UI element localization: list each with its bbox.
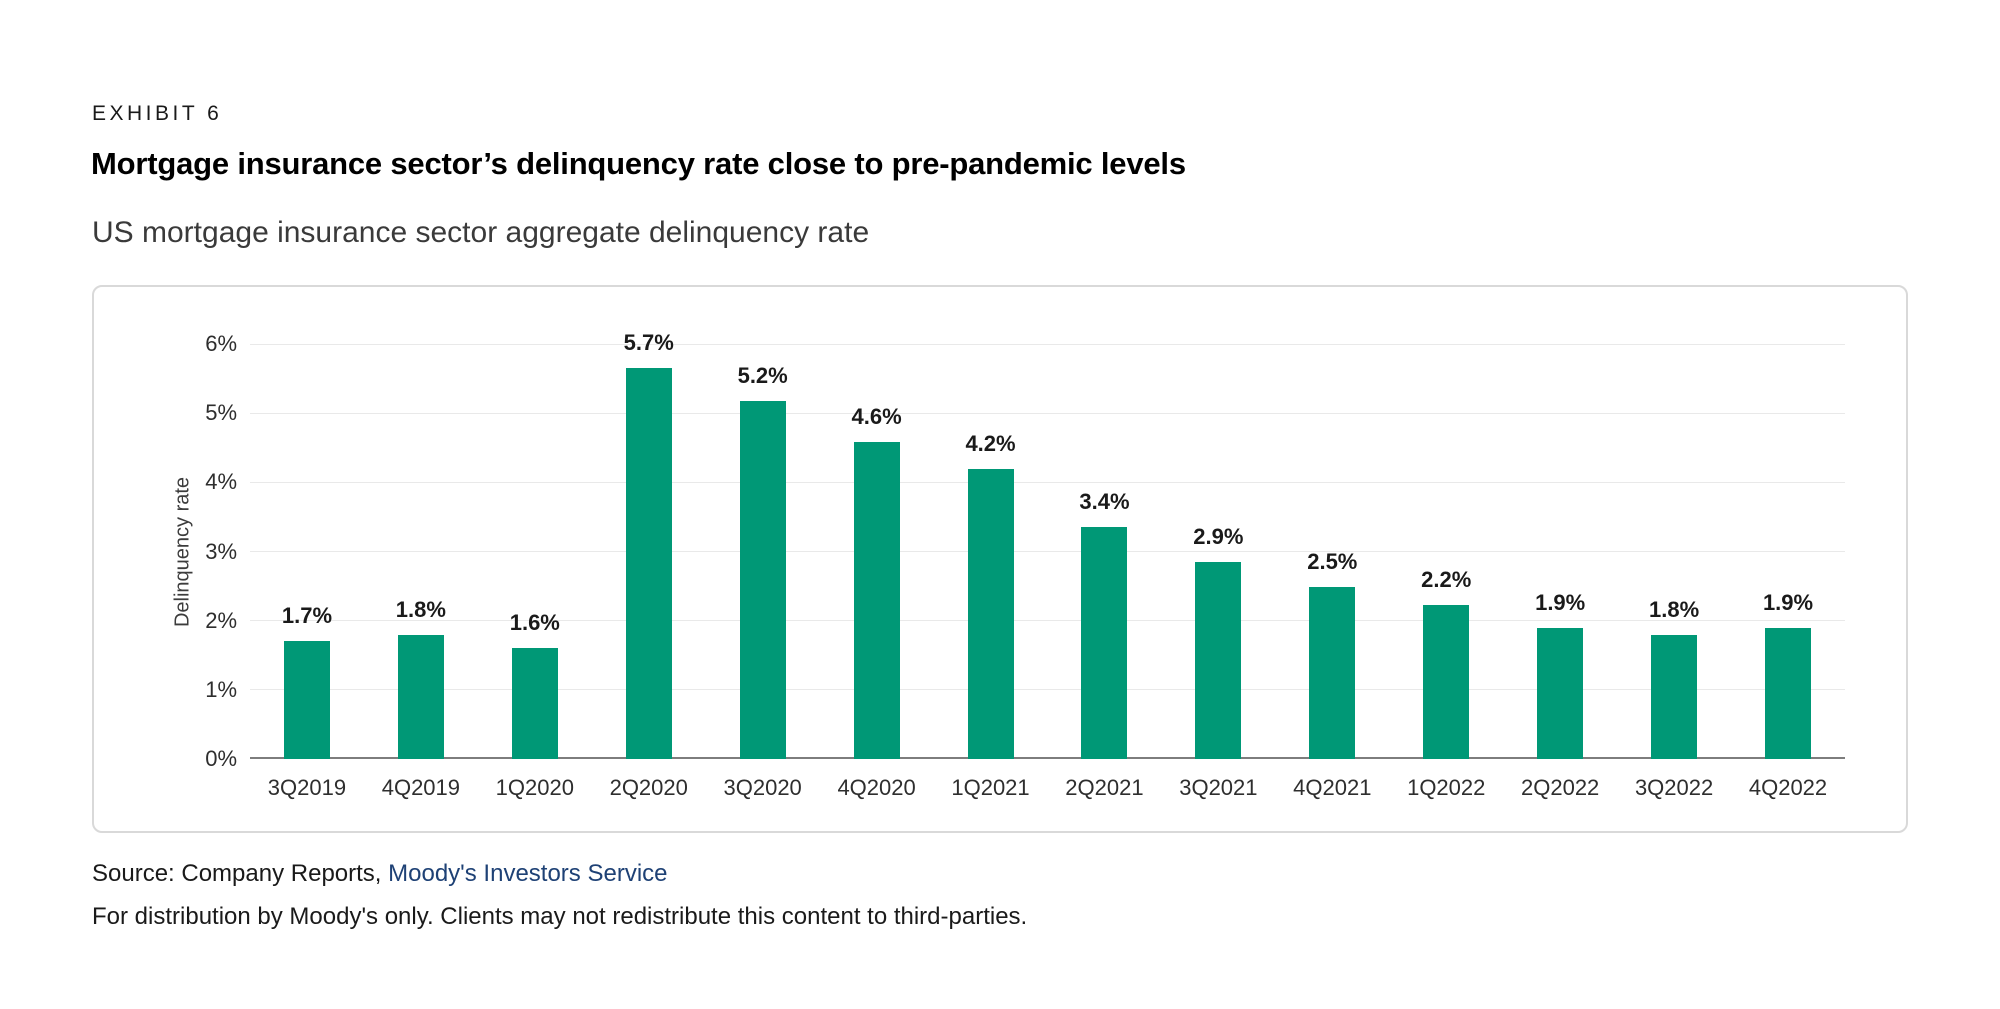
- x-tick-label: 3Q2022: [1634, 775, 1714, 800]
- bar-value-label: 4.2%: [965, 430, 1016, 456]
- bar-slot: 1.7% 3Q2019: [250, 344, 364, 800]
- bar-value-label: 1.6%: [509, 610, 560, 636]
- bar-4Q2021: [1309, 587, 1356, 759]
- bar-slot: 1.8% 3Q2022: [1617, 344, 1731, 801]
- x-tick-label: 1Q2021: [951, 775, 1030, 800]
- y-tick-label: 3%: [205, 538, 237, 564]
- bar-slot: 2.2% 1Q2022: [1389, 344, 1503, 800]
- y-axis-title: Delinquency rate: [171, 476, 194, 628]
- gridline: [250, 343, 1845, 345]
- y-tick-label: 1%: [205, 676, 237, 702]
- y-tick-label: 0%: [205, 746, 237, 771]
- chart-subtitle: US mortgage insurance sector aggregate d…: [92, 216, 870, 249]
- bar-value-label: 1.8%: [395, 596, 446, 622]
- bar-value-label: 2.2%: [1421, 567, 1472, 593]
- x-tick-label: 4Q2020: [837, 775, 916, 800]
- disclaimer-text: For distribution by Moody's only. Client…: [92, 903, 1028, 930]
- plot-area: 0% 1% 2% 3% 4% 5% 6% 1.7% 3Q2019 1.8% 4Q2019 1.6% 1Q…: [205, 330, 1845, 801]
- x-tick-label: 4Q2019: [381, 775, 461, 800]
- chart-panel: Delinquency rate 0% 1% 2% 3% 4% 5% 6% 1.7% 3Q201…: [92, 285, 1908, 833]
- gridline: [250, 551, 1845, 552]
- bar-2Q2021: [1081, 527, 1128, 759]
- x-tick-label: 4Q2022: [1748, 775, 1828, 800]
- source-text: Source: Company Reports,: [92, 860, 389, 887]
- bar-2Q2022: [1537, 627, 1584, 759]
- bar-value-label: 1.9%: [1762, 589, 1814, 615]
- gridline: [250, 620, 1845, 622]
- x-axis-line: [250, 757, 1845, 759]
- x-tick-label: 1Q2022: [1407, 775, 1486, 800]
- moodys-link[interactable]: Moody's Investors Service: [388, 860, 668, 887]
- bar-3Q2019: [283, 641, 330, 759]
- bar-slot: 5.7% 2Q2020: [592, 330, 706, 800]
- bar-value-label: 5.2%: [737, 363, 788, 389]
- bar-3Q2020: [739, 401, 786, 759]
- chart-title: Mortgage insurance sector’s delinquency …: [91, 146, 1186, 181]
- bar-3Q2022: [1651, 634, 1698, 759]
- bar-value-label: 2.5%: [1307, 549, 1358, 575]
- bar-slot: 1.6% 1Q2020: [478, 344, 592, 800]
- x-tick-label: 3Q2020: [723, 775, 802, 800]
- bar-value-label: 1.9%: [1535, 589, 1586, 615]
- y-tick-label: 6%: [205, 331, 237, 356]
- source-line: Source: Company Reports, Moody's Investo…: [92, 860, 668, 888]
- bar-4Q2022: [1765, 627, 1812, 759]
- y-tick-label: 4%: [205, 469, 237, 495]
- bar-slot: 5.2% 3Q2020: [706, 344, 820, 800]
- x-tick-label: 1Q2020: [495, 775, 574, 800]
- x-tick-label: 3Q2021: [1179, 775, 1258, 800]
- bar-1Q2020: [511, 648, 558, 759]
- bar-4Q2019: [397, 634, 444, 759]
- bar-value-label: 1.8%: [1649, 596, 1700, 622]
- bar-slot: 2.5% 4Q2021: [1275, 344, 1389, 800]
- bar-slot: 2.9% 3Q2021: [1161, 344, 1275, 800]
- x-tick-label: 2Q2021: [1065, 775, 1144, 800]
- bar-4Q2020: [853, 442, 900, 759]
- bar-slot: 3.4% 2Q2021: [1048, 344, 1162, 800]
- bar-value-label: 2.9%: [1193, 523, 1244, 549]
- bar-value-label: 4.6%: [851, 404, 902, 430]
- bar-slot: 1.9% 4Q2022: [1731, 344, 1845, 800]
- gridline: [250, 481, 1845, 483]
- bar-value-label: 3.4%: [1079, 489, 1130, 515]
- bar-slot: 1.9% 2Q2022: [1503, 344, 1617, 800]
- x-tick-label: 3Q2019: [267, 775, 347, 800]
- bar-value-label: 5.7%: [623, 330, 674, 356]
- y-tick-label: 2%: [205, 607, 237, 633]
- exhibit-label: EXHIBIT 6: [92, 102, 223, 125]
- x-tick-label: 2Q2022: [1521, 775, 1600, 800]
- bar-1Q2021: [967, 468, 1014, 759]
- x-tick-label: 2Q2020: [609, 775, 688, 800]
- gridline: [250, 412, 1845, 414]
- bar-1Q2022: [1423, 605, 1470, 759]
- bar-value-label: 1.7%: [281, 603, 333, 629]
- y-tick-label: 5%: [205, 400, 237, 426]
- gridline: [250, 689, 1845, 691]
- bar-3Q2021: [1195, 561, 1242, 759]
- bar-slot: 4.2% 1Q2021: [934, 344, 1048, 801]
- bar-slot: 4.6% 4Q2020: [820, 344, 934, 800]
- x-tick-label: 4Q2021: [1293, 775, 1372, 800]
- bar-2Q2020: [625, 368, 672, 759]
- bar-slot: 1.8% 4Q2019: [364, 344, 478, 801]
